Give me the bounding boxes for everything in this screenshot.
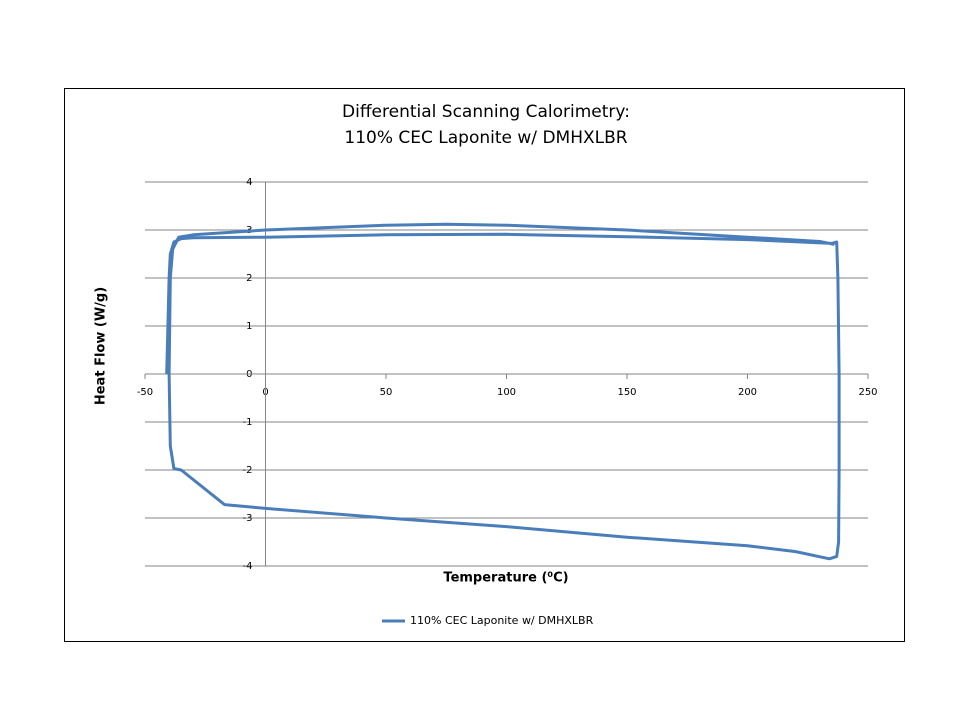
y-axis-label: Heat Flow (W/g) [94,287,109,405]
x-tick-label: 50 [380,387,393,398]
chart-frame [64,88,905,642]
y-tick-label: 4 [246,177,252,188]
x-tick-label: 250 [858,387,877,398]
data-line [165,222,841,561]
x-tick-label: -50 [137,387,153,398]
y-tick-label: -2 [243,465,253,476]
x-tick-label: 200 [738,387,757,398]
y-tick-label: -1 [243,417,253,428]
chart-title: 110% CEC Laponite w/ DMHXLBR [344,128,627,148]
chart-title: Differential Scanning Calorimetry: [342,102,630,122]
x-tick-label: 100 [497,387,516,398]
y-tick-label: -3 [243,513,253,524]
y-tick-label: 2 [246,273,252,284]
x-axis-label: Temperature (⁰C) [443,571,568,586]
y-tick-label: 1 [246,321,252,332]
y-tick-label: -4 [243,561,253,572]
legend-label: 110% CEC Laponite w/ DMHXLBR [410,614,594,627]
x-tick-label: 150 [617,387,636,398]
